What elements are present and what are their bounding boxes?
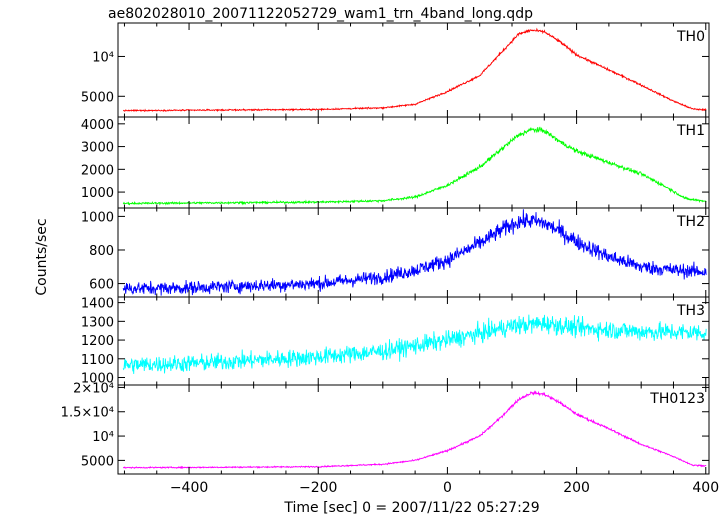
panel-label-th2: TH2 (676, 214, 705, 230)
y-tick-label: 1200 (81, 334, 114, 349)
x-tick-label: −200 (299, 480, 337, 496)
y-axis-label: Counts/sec (34, 218, 50, 295)
y-tick-label: 5000 (81, 90, 114, 105)
panel-th3: 1000 1100 1200 1300 1400 TH3 (81, 296, 710, 387)
y-tick-label: 600 (89, 278, 114, 293)
x-tick-label: 400 (692, 480, 719, 496)
x-tick-label: −400 (170, 480, 208, 496)
panel-frame (117, 116, 710, 209)
panel-th2: 600 800 1000 TH2 (81, 207, 710, 298)
series-line-th3 (122, 314, 707, 374)
y-tick-label: 1300 (81, 315, 114, 330)
y-tick-label: 10⁴ (92, 430, 114, 445)
chart-title: ae802028010_20071122052729_wam1_trn_4ban… (108, 6, 533, 22)
series-line-th2 (122, 209, 707, 296)
y-tick-label: 800 (89, 244, 114, 259)
y-tick-label: 4000 (81, 118, 114, 133)
panel-label-th3: TH3 (676, 303, 705, 319)
y-tick-label: 2000 (81, 163, 114, 178)
x-tick-label: 0 (443, 480, 452, 496)
y-tick-label: 1.5×10⁴ (61, 406, 114, 421)
y-tick-label: 1100 (81, 353, 114, 368)
series-line-th0 (123, 27, 707, 113)
panel-frame (117, 384, 710, 475)
x-axis-label: Time [sec] 0 = 2007/11/22 05:27:29 (283, 500, 539, 516)
panel-frame (117, 22, 710, 118)
panel-label-th0123: TH0123 (649, 391, 705, 407)
panel-label-th1: TH1 (676, 123, 705, 139)
panel-th0123: 5000 10⁴ 1.5×10⁴ 2×10⁴ TH0123 (61, 381, 710, 475)
panels: 5000 10⁴ TH0 1000 2000 3000 4000 TH1 600 800 1000 T… (61, 22, 710, 475)
x-tick-label: 200 (563, 480, 590, 496)
y-tick-label: 1000 (81, 210, 114, 225)
y-tick-label: 1400 (81, 297, 114, 312)
y-tick-label: 10⁴ (92, 50, 114, 65)
y-tick-label: 1000 (81, 186, 114, 201)
series-line-th1 (122, 126, 707, 206)
y-tick-label: 2×10⁴ (73, 381, 114, 396)
panel-frame (117, 207, 710, 298)
y-tick-label: 3000 (81, 141, 114, 156)
series-line-th0123 (122, 390, 707, 470)
panel-label-th0: TH0 (676, 29, 705, 45)
y-tick-label: 5000 (81, 454, 114, 469)
panel-th1: 1000 2000 3000 4000 TH1 (81, 116, 710, 209)
x-axis: −400 −200 0 200 400 (170, 480, 719, 496)
panel-th0: 5000 10⁴ TH0 (81, 22, 710, 118)
y-tick-label: 1000 (81, 372, 114, 387)
